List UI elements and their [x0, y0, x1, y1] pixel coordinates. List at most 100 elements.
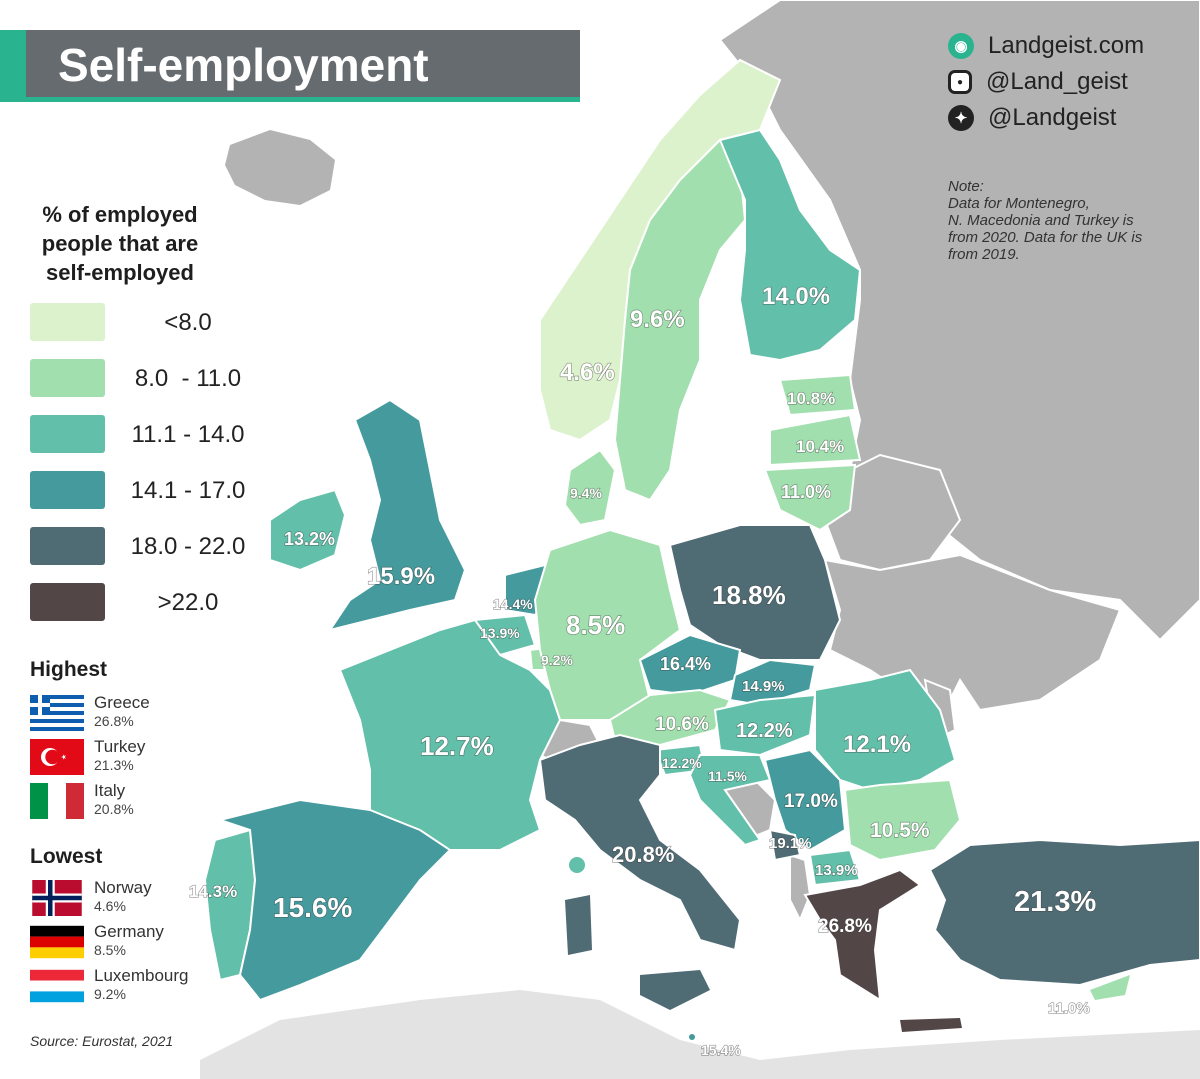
country-romania: [814, 668, 957, 792]
legend-swatch: [30, 527, 105, 565]
label-germany: 8.5%: [566, 610, 625, 640]
label-france: 12.7%: [420, 731, 494, 761]
data-note: Note: Data for Montenegro, N. Macedonia …: [948, 178, 1143, 263]
label-serbia: 17.0%: [784, 791, 838, 812]
label-italy: 20.8%: [612, 842, 674, 867]
label-ireland: 13.2%: [284, 529, 335, 549]
rank-country: Norway: [94, 878, 152, 897]
country-latvia: [769, 413, 862, 467]
legend-swatch: [30, 471, 105, 509]
label-romania: 12.1%: [843, 731, 911, 758]
legend-label: >22.0: [157, 589, 219, 616]
albania-region: [789, 853, 812, 923]
label-cyprus: 11.0%: [1048, 1000, 1090, 1017]
rank-value: 26.8%: [94, 713, 134, 729]
africa-region: [200, 990, 1200, 1079]
legend-label: 18.0 - 22.0: [130, 533, 246, 560]
globe-icon: ◉: [948, 33, 974, 59]
label-czechia: 16.4%: [660, 654, 711, 674]
legend-label: 14.1 - 17.0: [130, 477, 246, 504]
country-poland: [668, 524, 842, 661]
country-north-macedonia: [808, 848, 862, 887]
source-note: Source: Eurostat, 2021: [30, 1033, 174, 1049]
instagram-text: @Land_geist: [986, 68, 1128, 95]
country-greece-crete: [900, 1018, 962, 1032]
label-greece: 26.8%: [818, 916, 872, 937]
label-estonia: 10.8%: [787, 389, 835, 408]
legend-swatch: [30, 415, 105, 453]
label-slovakia: 14.9%: [742, 678, 785, 695]
country-greece: [803, 868, 922, 1002]
rank-value: 20.8%: [94, 801, 134, 817]
label-austria: 10.6%: [655, 714, 709, 735]
country-cyprus: [1090, 975, 1130, 1000]
iceland-region: [225, 130, 335, 205]
country-croatia: [688, 754, 772, 847]
highest-title: Highest: [30, 658, 108, 681]
website-text: Landgeist.com: [988, 32, 1145, 59]
label-sweden: 9.6%: [630, 306, 685, 333]
label-croatia: 11.5%: [708, 768, 747, 784]
country-finland: [718, 128, 862, 362]
label-denmark: 9.4%: [570, 485, 602, 501]
flag-icon: [30, 880, 84, 916]
country-turkey: [928, 838, 1200, 987]
title-banner: Self-employment: [26, 30, 580, 102]
label-bulgaria: 10.5%: [870, 819, 930, 842]
label-malta: 15.4%: [701, 1042, 741, 1058]
label-norway: 4.6%: [560, 359, 615, 386]
label-hungary: 12.2%: [736, 720, 793, 742]
label-netherlands: 14.4%: [493, 596, 533, 612]
country-ireland: [269, 488, 347, 572]
country-estonia: [778, 373, 857, 417]
flag-icon: [30, 968, 84, 1004]
country-denmark: [563, 448, 617, 527]
legend-label: 8.0 - 11.0: [134, 365, 242, 392]
title-accent-bar: [0, 30, 26, 102]
instagram-icon: ●: [948, 70, 972, 94]
rank-value: 4.6%: [94, 898, 126, 914]
label-north-macedonia: 13.9%: [815, 862, 858, 879]
label-belgium: 13.9%: [480, 625, 520, 641]
legend-label: 11.1 - 14.0: [131, 421, 245, 448]
legend-label: <8.0: [164, 309, 212, 336]
label-turkey: 21.3%: [1014, 886, 1096, 918]
label-lithuania: 11.0%: [781, 482, 831, 502]
rank-country: Germany: [94, 922, 164, 941]
flag-icon: [30, 695, 84, 731]
label-luxembourg: 9.2%: [541, 652, 573, 668]
country-italy-sardinia: [565, 895, 592, 955]
website-link[interactable]: ◉ Landgeist.com: [948, 28, 1144, 64]
country-hungary: [713, 693, 817, 757]
legend-title: % of employed people that are self-emplo…: [41, 202, 199, 285]
country-serbia: [763, 748, 847, 852]
country-uk: [327, 398, 467, 632]
twitter-icon: ✦: [948, 105, 974, 131]
legend-swatch: [30, 583, 105, 621]
flag-icon: [30, 783, 84, 819]
rank-country: Greece: [94, 693, 150, 712]
instagram-link[interactable]: ● @Land_geist: [948, 64, 1144, 100]
label-finland: 14.0%: [762, 283, 830, 310]
country-malta: [689, 1034, 695, 1040]
label-uk: 15.9%: [367, 563, 435, 590]
label-portugal: 14.3%: [189, 882, 237, 901]
label-poland: 18.8%: [712, 580, 786, 610]
twitter-text: @Landgeist: [988, 104, 1117, 131]
rank-country: Turkey: [94, 737, 146, 756]
country-montenegro: [768, 828, 802, 862]
country-sweden: [613, 138, 747, 502]
label-latvia: 10.4%: [796, 437, 844, 456]
rank-value: 9.2%: [94, 986, 126, 1002]
country-bulgaria: [843, 778, 962, 862]
rank-value: 8.5%: [94, 942, 126, 958]
country-spain: [216, 798, 452, 1002]
flag-icon: [30, 739, 84, 775]
lowest-title: Lowest: [30, 845, 103, 868]
twitter-link[interactable]: ✦ @Landgeist: [948, 100, 1144, 136]
country-italy: [538, 733, 742, 952]
label-slovenia: 12.2%: [662, 755, 702, 771]
rank-value: 21.3%: [94, 757, 134, 773]
corsica-dot: [569, 857, 585, 873]
